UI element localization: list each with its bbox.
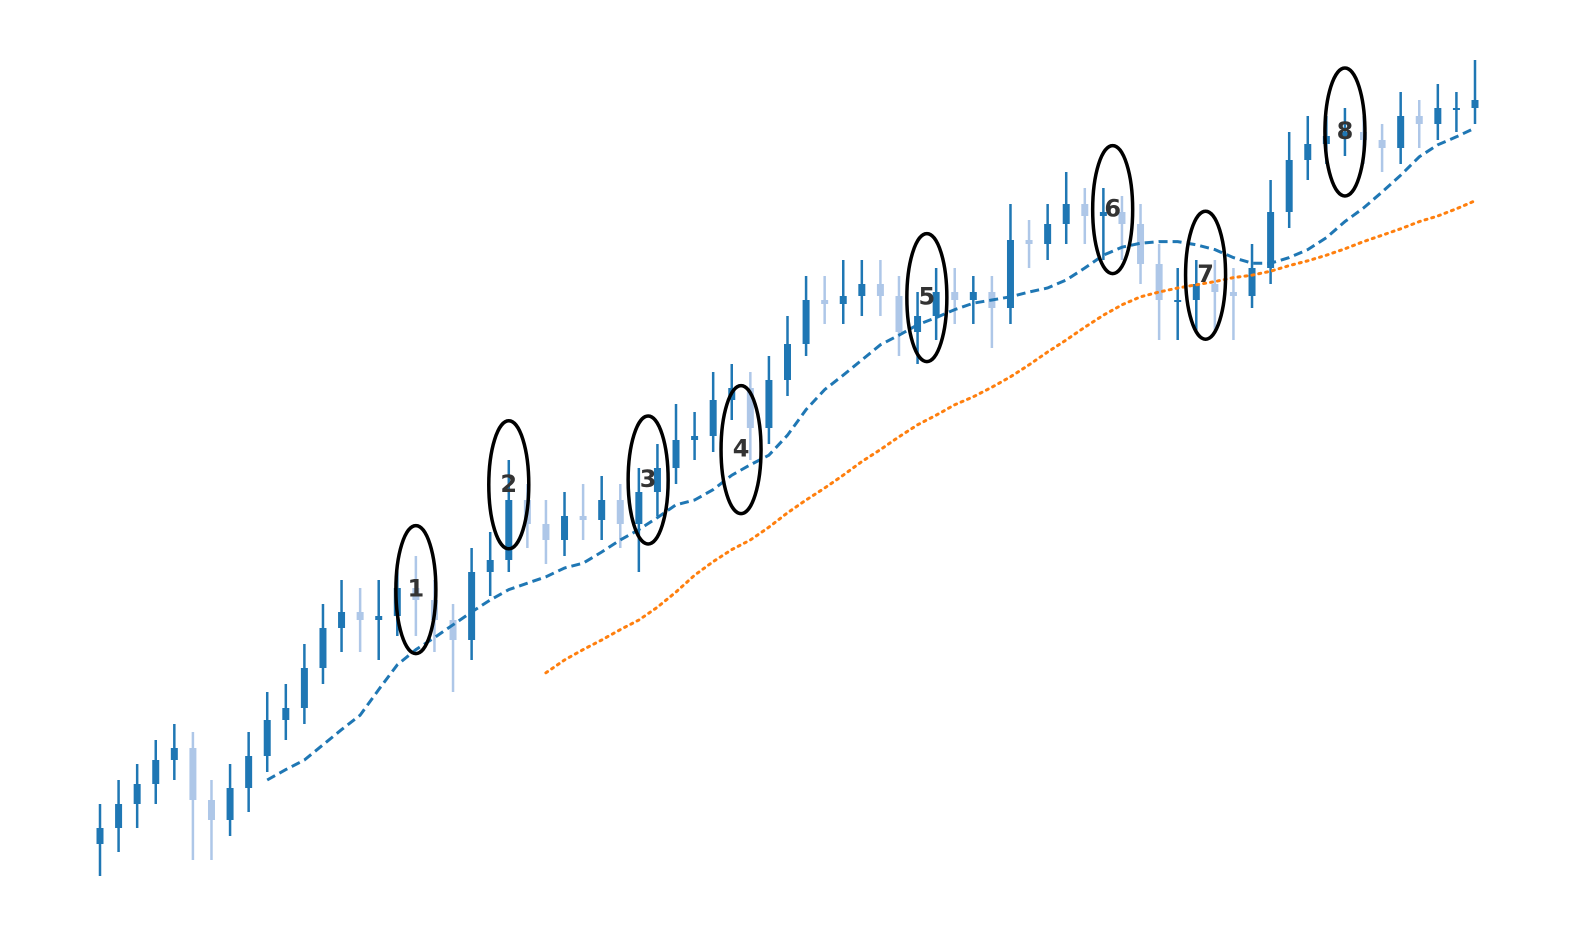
candle-body	[486, 560, 494, 572]
candle-body	[1397, 116, 1405, 148]
candle-body	[1285, 160, 1293, 212]
candle-body	[1304, 144, 1312, 160]
annotation-label: 7	[1197, 260, 1214, 288]
annotation-label: 1	[408, 575, 425, 603]
candle-body	[412, 588, 420, 600]
candle-body	[1471, 100, 1479, 108]
candle-body	[895, 296, 903, 332]
candle-body	[1081, 204, 1089, 216]
candle-body	[505, 500, 513, 560]
candle-body	[189, 748, 197, 800]
moving-average	[544, 199, 1477, 675]
candle-body	[338, 612, 346, 628]
candle-body	[356, 612, 364, 620]
annotation-ellipse	[1323, 66, 1367, 198]
candle-body	[1155, 264, 1163, 300]
candle-body	[598, 500, 606, 520]
annotation-ellipse	[1090, 143, 1135, 276]
candle-body	[876, 284, 884, 296]
candle-body	[635, 492, 643, 524]
candle-body	[207, 800, 215, 820]
candle-body	[449, 620, 457, 640]
candle-body	[579, 516, 587, 520]
candle-body	[1006, 240, 1014, 308]
annotation-ellipse	[719, 383, 763, 516]
annotation-ellipse	[626, 414, 670, 546]
candle-body	[1099, 212, 1107, 216]
candle-body	[152, 760, 160, 784]
annotation-label: 3	[640, 465, 657, 493]
moving-average	[266, 126, 1476, 782]
candle-body	[300, 668, 308, 708]
candle-body	[616, 500, 624, 524]
candle-body	[746, 388, 754, 428]
candle-body	[1248, 268, 1256, 296]
candle-body	[282, 708, 290, 720]
candle-body	[951, 292, 959, 300]
candle-body	[969, 292, 977, 300]
candle-body	[821, 300, 829, 304]
candle-body	[561, 516, 569, 540]
candle-body	[653, 468, 661, 492]
candle-body	[1025, 240, 1033, 244]
annotation-label: 6	[1104, 195, 1121, 223]
candle-body	[858, 284, 866, 296]
candle-body	[96, 828, 104, 844]
candle-body	[765, 380, 773, 428]
candle-body	[542, 524, 550, 540]
candle-body	[375, 616, 383, 620]
annotation-ellipse	[394, 523, 438, 656]
candle-body	[1044, 224, 1052, 244]
annotation-ellipse	[1183, 209, 1228, 341]
candle-body	[1341, 132, 1349, 136]
candle-body	[691, 436, 699, 440]
candle-body	[133, 784, 141, 804]
annotation-label: 2	[500, 470, 517, 498]
candle-body	[1452, 108, 1460, 110]
candle-body	[226, 788, 234, 820]
candle-body	[263, 720, 271, 756]
annotation-ellipse	[905, 231, 949, 364]
candle-body	[1378, 140, 1386, 148]
annotation-label: 5	[919, 283, 936, 311]
candle-body	[802, 300, 810, 344]
candle-body	[1137, 224, 1145, 264]
candle-body	[932, 292, 940, 316]
annotation-label: 4	[733, 435, 750, 463]
candle-body	[245, 756, 253, 788]
candle-body	[115, 804, 123, 828]
candle-body	[170, 748, 178, 760]
candle-body	[1192, 284, 1200, 300]
candle-body	[839, 296, 847, 304]
candle-body	[1062, 204, 1070, 224]
candle-body	[1229, 292, 1237, 296]
candle-body	[709, 400, 717, 436]
candle-body	[672, 440, 680, 468]
annotation-label: 8	[1337, 117, 1354, 145]
candle-body	[1434, 108, 1442, 124]
candle-body	[1174, 300, 1182, 302]
candle-body	[784, 344, 791, 380]
candle-body	[319, 628, 327, 668]
candle-body	[1267, 212, 1275, 268]
candle-body	[1211, 284, 1219, 292]
candle-body	[468, 572, 476, 640]
candle-body	[1118, 212, 1126, 224]
candle-body	[1415, 116, 1423, 124]
annotation-ellipse	[487, 419, 531, 551]
